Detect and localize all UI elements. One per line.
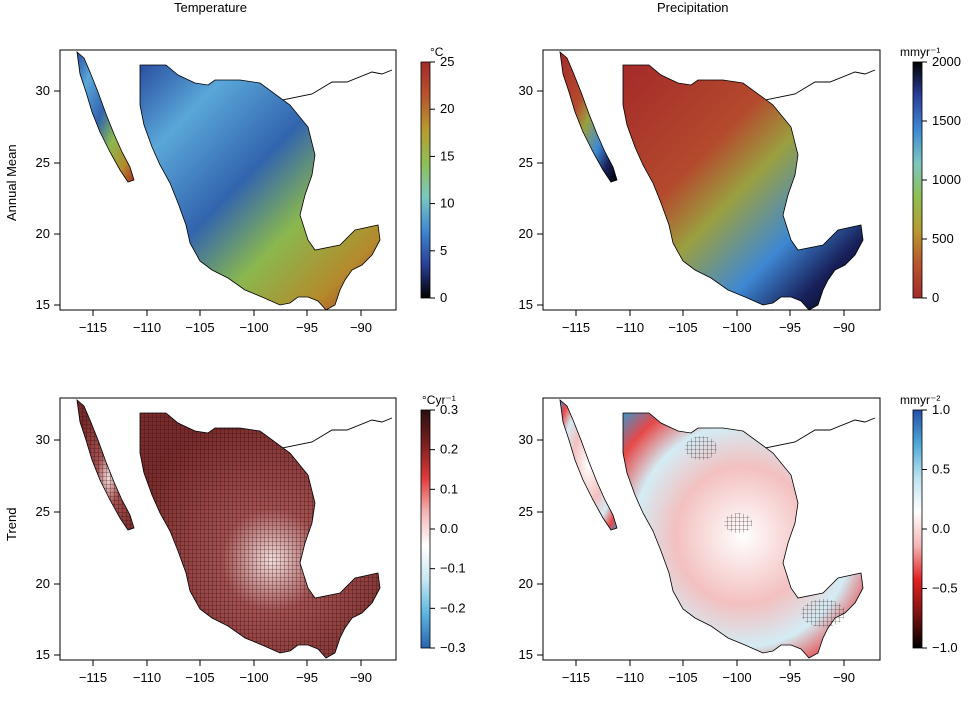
colorbar-precip_mean <box>912 61 923 299</box>
y-tick-label: 15 <box>36 297 50 312</box>
x-tick-label: −110 <box>616 320 644 335</box>
x-tick-label: −95 <box>779 320 801 335</box>
panel-temperature-mean <box>59 49 397 311</box>
x-tick-label: −100 <box>722 320 751 335</box>
x-tick-label: −105 <box>668 320 697 335</box>
colorbar-temp_trend <box>420 409 431 649</box>
y-tick-label: 30 <box>519 83 533 98</box>
colorbar-tick-label: 25 <box>440 54 454 69</box>
panel-temperature-trend <box>59 397 397 661</box>
y-tick-label: 30 <box>36 432 50 447</box>
colorbar-tick-label: 0.3 <box>440 402 458 417</box>
colorbar-tick-label: 1500 <box>932 113 961 128</box>
colorbar-tick-label: 0 <box>440 290 447 305</box>
x-tick-label: −95 <box>296 320 318 335</box>
x-tick-label: −95 <box>779 670 801 685</box>
x-tick-label: −115 <box>79 320 107 335</box>
colorbar-tick-label: 15 <box>440 148 454 163</box>
x-tick-label: −90 <box>350 670 372 685</box>
colorbar-precip_trend <box>912 409 923 649</box>
colorbar-tick-label: 5 <box>440 243 447 258</box>
x-tick-label: −110 <box>616 670 644 685</box>
colorbar-tick-label: 1.0 <box>932 402 950 417</box>
x-tick-label: −105 <box>668 670 697 685</box>
x-tick-label: −115 <box>562 320 590 335</box>
y-tick-label: 15 <box>519 297 533 312</box>
colorbar-tick-label: 1000 <box>932 172 961 187</box>
y-tick-label: 25 <box>36 504 50 519</box>
x-tick-label: −100 <box>239 320 268 335</box>
colorbar-tick-label: 10 <box>440 196 454 211</box>
colorbar-tick-label: −1.0 <box>932 640 958 655</box>
column-title-precipitation: Precipitation <box>657 0 729 15</box>
column-title-temperature: Temperature <box>174 0 247 15</box>
colorbar-tick-label: 0.1 <box>440 481 458 496</box>
y-tick-label: 25 <box>519 504 533 519</box>
y-tick-label: 15 <box>519 647 533 662</box>
x-tick-label: −100 <box>239 670 268 685</box>
colorbar-tick-label: −0.2 <box>440 600 466 615</box>
x-tick-label: −95 <box>296 670 318 685</box>
y-tick-label: 20 <box>36 576 50 591</box>
y-tick-label: 25 <box>36 155 50 170</box>
colorbar-tick-label: 0 <box>932 290 939 305</box>
panel-precipitation-mean <box>542 49 881 311</box>
x-tick-label: −90 <box>833 670 855 685</box>
x-tick-label: −110 <box>133 320 161 335</box>
x-tick-label: −110 <box>133 670 161 685</box>
y-tick-label: 25 <box>519 155 533 170</box>
colorbar-tick-label: 0.0 <box>440 521 458 536</box>
panel-precipitation-trend <box>542 397 881 661</box>
x-tick-label: −90 <box>833 320 855 335</box>
colorbar-tick-label: 2000 <box>932 54 961 69</box>
x-tick-label: −105 <box>185 670 214 685</box>
colorbar-tick-label: −0.5 <box>932 581 958 596</box>
colorbar-temp_mean <box>420 61 431 299</box>
colorbar-tick-label: −0.3 <box>440 640 466 655</box>
y-tick-label: 20 <box>519 576 533 591</box>
y-tick-label: 30 <box>36 83 50 98</box>
y-tick-label: 20 <box>519 226 533 241</box>
y-tick-label: 15 <box>36 647 50 662</box>
colorbar-tick-label: 20 <box>440 101 454 116</box>
colorbar-tick-label: 0.2 <box>440 442 458 457</box>
colorbar-tick-label: 0.0 <box>932 521 950 536</box>
x-tick-label: −105 <box>185 320 214 335</box>
colorbar-tick-label: −0.1 <box>440 561 466 576</box>
colorbar-unit: mmyr⁻² <box>900 393 940 407</box>
colorbar-tick-label: 500 <box>932 231 954 246</box>
x-tick-label: −115 <box>79 670 107 685</box>
y-tick-label: 30 <box>519 432 533 447</box>
colorbar-unit: °Cyr⁻¹ <box>422 393 456 407</box>
x-tick-label: −100 <box>722 670 751 685</box>
x-tick-label: −115 <box>562 670 590 685</box>
colorbar-tick-label: 0.5 <box>932 462 950 477</box>
x-tick-label: −90 <box>350 320 372 335</box>
y-tick-label: 20 <box>36 226 50 241</box>
colorbar-unit: °C <box>430 45 444 59</box>
colorbar-unit: mmyr⁻¹ <box>900 45 940 59</box>
